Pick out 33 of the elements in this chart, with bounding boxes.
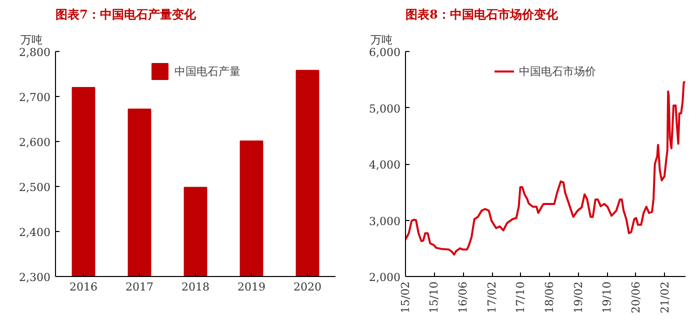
x-tick-label: 15/10 (428, 281, 441, 314)
legend-label: 中国电石产量 (174, 64, 240, 78)
y-tick-label: 4,000 (369, 158, 401, 172)
x-tick-label: 16/06 (456, 281, 470, 314)
y-tick-label: 2,000 (369, 271, 401, 284)
x-tick-label: 2016 (70, 280, 98, 294)
y-axis-title: 万吨 (370, 34, 392, 46)
y-tick-label: 2,500 (19, 181, 51, 194)
chart-title: 图表8：中国电石市场价变化 (406, 8, 559, 22)
x-tick-label: 2019 (238, 280, 266, 294)
x-tick-label: 19/10 (600, 281, 614, 314)
y-tick-label: 2,800 (19, 46, 51, 59)
chart-title: 图表7：中国电石产量变化 (56, 8, 197, 22)
y-tick-label: 2,700 (19, 91, 51, 104)
x-tick-label: 17/10 (514, 281, 528, 314)
x-tick-label: 19/02 (572, 281, 585, 314)
y-tick-label: 2,400 (19, 226, 51, 239)
x-tick-label: 2018 (182, 280, 210, 294)
x-tick-label: 18/06 (542, 281, 556, 314)
y-tick-label: 2,300 (19, 271, 51, 284)
y-tick-label: 2,600 (19, 136, 51, 149)
y-tick-label: 5,000 (369, 102, 401, 116)
legend-label: 中国电石市场价 (519, 64, 596, 78)
x-tick-label: 21/02 (658, 281, 672, 314)
line-series (406, 80, 686, 256)
y-tick-label: 6,000 (369, 46, 401, 59)
x-tick-label: 20/06 (629, 281, 642, 314)
x-tick-label: 2020 (294, 280, 322, 294)
x-tick-label: 2017 (126, 280, 154, 294)
x-tick-label: 17/02 (486, 281, 499, 314)
y-tick-label: 3,000 (369, 214, 401, 228)
y-axis-title: 万吨 (20, 34, 42, 46)
x-tick-label: 15/02 (399, 281, 412, 314)
